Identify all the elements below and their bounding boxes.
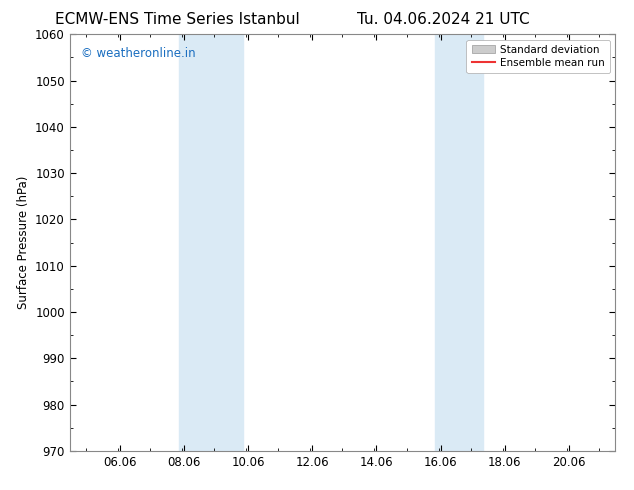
Text: © weatheronline.in: © weatheronline.in <box>81 47 195 60</box>
Bar <box>436 34 484 451</box>
Y-axis label: Surface Pressure (hPa): Surface Pressure (hPa) <box>16 176 30 309</box>
Bar <box>179 34 243 451</box>
Text: ECMW-ENS Time Series Istanbul: ECMW-ENS Time Series Istanbul <box>55 12 300 27</box>
Text: Tu. 04.06.2024 21 UTC: Tu. 04.06.2024 21 UTC <box>358 12 530 27</box>
Legend: Standard deviation, Ensemble mean run: Standard deviation, Ensemble mean run <box>467 40 610 73</box>
